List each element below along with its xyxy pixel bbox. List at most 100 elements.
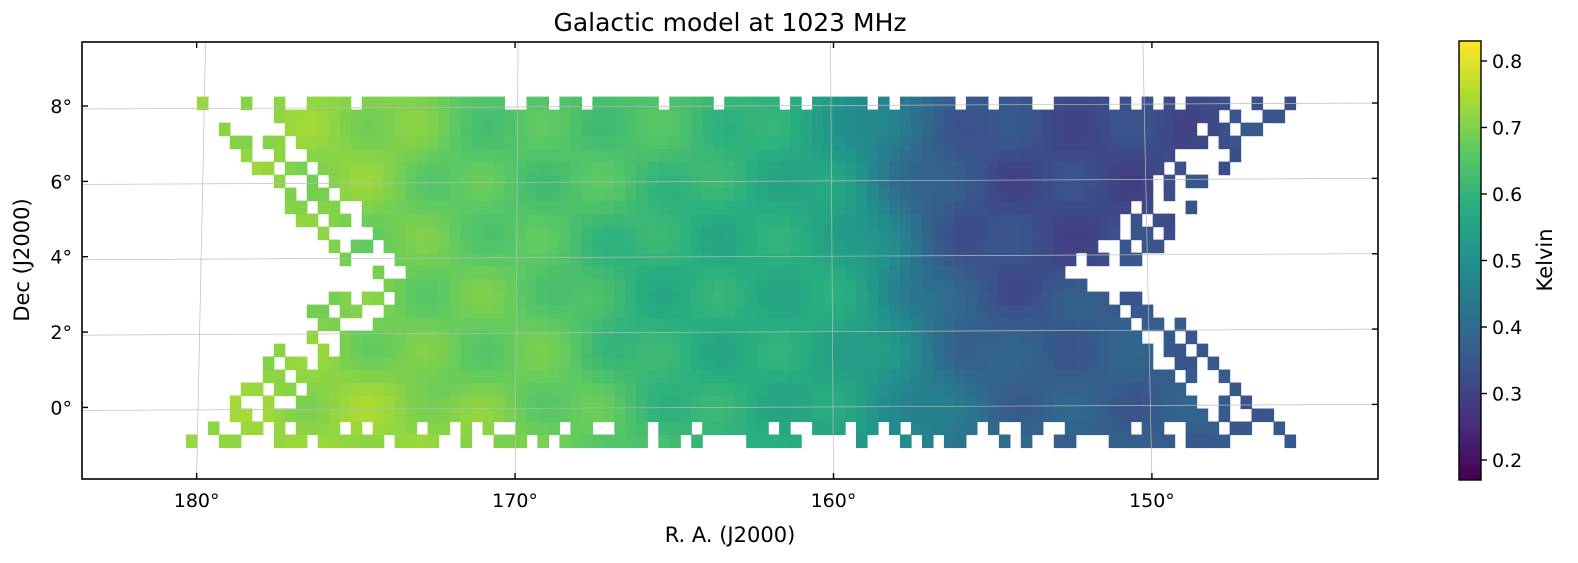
heatmap-cell	[526, 109, 539, 124]
heatmap-cell	[339, 252, 352, 267]
heatmap-cell	[691, 135, 703, 150]
heatmap-cell	[636, 395, 648, 410]
heatmap-cell	[746, 213, 758, 228]
heatmap-cell	[1097, 330, 1110, 345]
heatmap-cell	[1240, 395, 1253, 410]
heatmap-cell	[416, 382, 429, 397]
heatmap-cell	[1119, 109, 1132, 124]
heatmap-cell	[636, 135, 648, 150]
heatmap-cell	[251, 382, 264, 397]
heatmap-cell	[1119, 421, 1132, 436]
heatmap-cell	[1130, 434, 1143, 449]
heatmap-cell	[526, 408, 539, 423]
heatmap-cell	[1207, 122, 1220, 137]
heatmap-cell	[1031, 265, 1044, 280]
heatmap-cell	[1130, 356, 1143, 371]
heatmap-cell	[394, 291, 407, 306]
heatmap-cell	[658, 343, 670, 358]
heatmap-cell	[1152, 434, 1165, 449]
heatmap-cell	[1020, 265, 1033, 280]
heatmap-cell	[614, 369, 626, 384]
heatmap-cell	[1064, 122, 1077, 137]
heatmap-cell	[911, 343, 923, 358]
heatmap-cell	[1064, 161, 1077, 176]
heatmap-cell	[856, 356, 868, 371]
heatmap-cell	[548, 356, 560, 371]
heatmap-cell	[812, 343, 824, 358]
heatmap-cell	[713, 252, 725, 267]
heatmap-cell	[515, 408, 528, 423]
heatmap-cell	[1119, 395, 1132, 410]
heatmap-cell	[625, 148, 637, 163]
heatmap-cell	[295, 369, 308, 384]
heatmap-cell	[856, 369, 868, 384]
heatmap-cell	[339, 161, 352, 176]
heatmap-cell	[900, 343, 912, 358]
heatmap-cell	[746, 421, 758, 436]
heatmap-cell	[471, 356, 484, 371]
heatmap-cell	[614, 161, 626, 176]
heatmap-cell	[1053, 304, 1066, 319]
heatmap-cell	[976, 109, 989, 124]
heatmap-cell	[1174, 356, 1187, 371]
heatmap-cell	[526, 317, 539, 332]
heatmap-cell	[361, 330, 374, 345]
heatmap-cell	[735, 161, 747, 176]
heatmap-cell	[482, 421, 495, 436]
heatmap-cell	[1097, 395, 1110, 410]
heatmap-cell	[504, 356, 517, 371]
heatmap-cell	[669, 213, 681, 228]
heatmap-cell	[603, 148, 615, 163]
heatmap-cell	[284, 408, 297, 423]
heatmap-cell	[493, 122, 506, 137]
heatmap-cell	[1119, 239, 1132, 254]
heatmap-cell	[614, 122, 626, 137]
heatmap-cell	[790, 187, 802, 202]
heatmap-cell	[570, 421, 582, 436]
heatmap-cell	[438, 135, 451, 150]
heatmap-cell	[823, 252, 835, 267]
heatmap-cell	[1064, 317, 1077, 332]
heatmap-cell	[394, 434, 407, 449]
heatmap-cell	[889, 109, 901, 124]
heatmap-cell	[515, 187, 528, 202]
heatmap-cell	[768, 122, 780, 137]
heatmap-cell	[1053, 330, 1066, 345]
heatmap-cell	[581, 382, 593, 397]
heatmap-cell	[229, 395, 242, 410]
heatmap-cell	[449, 395, 462, 410]
heatmap-cell	[1163, 343, 1176, 358]
heatmap-cell	[1163, 174, 1176, 189]
heatmap-cell	[405, 122, 418, 137]
heatmap-cell	[669, 317, 681, 332]
heatmap-cell	[965, 421, 978, 436]
heatmap-cell	[987, 304, 1000, 319]
heatmap-cell	[965, 330, 978, 345]
heatmap-cell	[965, 252, 978, 267]
heatmap-cell	[603, 200, 615, 215]
heatmap-cell	[911, 226, 923, 241]
heatmap-cell	[889, 330, 901, 345]
heatmap-cell	[537, 252, 549, 267]
heatmap-cell	[702, 304, 714, 319]
heatmap-cell	[801, 330, 813, 345]
heatmap-cell	[1185, 395, 1198, 410]
heatmap-cell	[493, 148, 506, 163]
heatmap-cell	[1009, 356, 1022, 371]
heatmap-cell	[405, 109, 418, 124]
heatmap-cell	[614, 265, 626, 280]
heatmap-cell	[1042, 369, 1055, 384]
heatmap-cell	[1086, 330, 1099, 345]
heatmap-cell	[570, 291, 582, 306]
heatmap-cell	[581, 369, 593, 384]
heatmap-cell	[878, 343, 890, 358]
heatmap-cell	[768, 356, 780, 371]
heatmap-cell	[932, 96, 945, 111]
heatmap-cell	[801, 395, 813, 410]
heatmap-cell	[658, 122, 670, 137]
heatmap-cell	[735, 226, 747, 241]
heatmap-cell	[317, 317, 330, 332]
heatmap-cell	[757, 109, 769, 124]
heatmap-cell	[372, 408, 385, 423]
heatmap-cell	[1130, 330, 1143, 345]
